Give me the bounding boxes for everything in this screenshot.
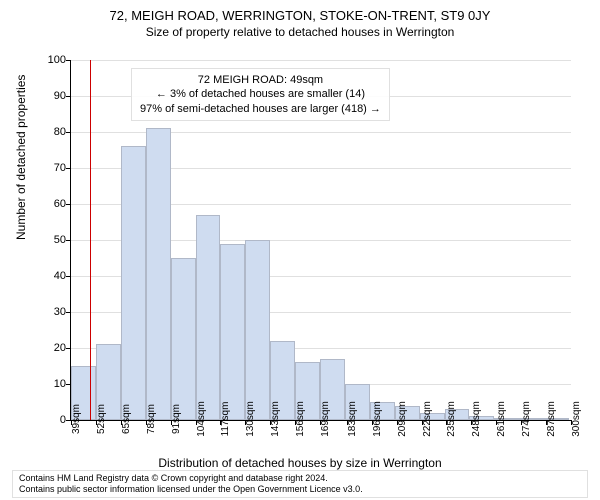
histogram-bar bbox=[245, 240, 270, 420]
ytick-label: 10 bbox=[36, 378, 66, 390]
reference-line bbox=[90, 60, 91, 420]
xtick-label: 52sqm bbox=[96, 404, 107, 434]
xtick-label: 91sqm bbox=[171, 404, 182, 434]
xtick-label: 183sqm bbox=[347, 401, 358, 437]
chart-title: 72, MEIGH ROAD, WERRINGTON, STOKE-ON-TRE… bbox=[0, 0, 600, 23]
chart-subtitle: Size of property relative to detached ho… bbox=[0, 23, 600, 39]
ytick-label: 40 bbox=[36, 270, 66, 282]
ytick-mark bbox=[66, 96, 71, 97]
xtick-label: 39sqm bbox=[71, 404, 82, 434]
ytick-label: 70 bbox=[36, 162, 66, 174]
ytick-label: 90 bbox=[36, 90, 66, 102]
histogram-bar bbox=[146, 128, 171, 420]
xtick-label: 130sqm bbox=[245, 401, 256, 437]
xtick-label: 156sqm bbox=[295, 401, 306, 437]
ytick-mark bbox=[66, 168, 71, 169]
xtick-label: 104sqm bbox=[196, 401, 207, 437]
xtick-label: 169sqm bbox=[320, 401, 331, 437]
xtick-label: 117sqm bbox=[220, 402, 231, 437]
annotation-line-2: ← 3% of detached houses are smaller (14) bbox=[140, 87, 381, 101]
histogram-bar bbox=[220, 244, 245, 420]
ytick-label: 100 bbox=[36, 54, 66, 66]
xtick-label: 300sqm bbox=[571, 401, 582, 437]
ytick-mark bbox=[66, 348, 71, 349]
ytick-mark bbox=[66, 276, 71, 277]
ytick-label: 60 bbox=[36, 198, 66, 210]
footer-line-2: Contains public sector information licen… bbox=[19, 484, 581, 495]
chart-container: 72, MEIGH ROAD, WERRINGTON, STOKE-ON-TRE… bbox=[0, 0, 600, 500]
annotation-box: 72 MEIGH ROAD: 49sqm ← 3% of detached ho… bbox=[131, 68, 390, 121]
histogram-bar bbox=[171, 258, 196, 420]
footer-box: Contains HM Land Registry data © Crown c… bbox=[12, 470, 588, 498]
xtick-label: 143sqm bbox=[270, 401, 281, 437]
annotation-line-3: 97% of semi-detached houses are larger (… bbox=[140, 102, 381, 116]
ytick-mark bbox=[66, 312, 71, 313]
xtick-label: 222sqm bbox=[422, 401, 433, 437]
ytick-label: 50 bbox=[36, 234, 66, 246]
ytick-label: 30 bbox=[36, 306, 66, 318]
annotation-line-1: 72 MEIGH ROAD: 49sqm bbox=[140, 73, 381, 87]
ytick-mark bbox=[66, 132, 71, 133]
xtick-label: 274sqm bbox=[521, 401, 532, 437]
ytick-label: 0 bbox=[36, 414, 66, 426]
ytick-label: 20 bbox=[36, 342, 66, 354]
histogram-bar bbox=[196, 215, 221, 420]
xtick-label: 235sqm bbox=[446, 401, 457, 437]
gridline bbox=[71, 60, 571, 61]
xtick-label: 78sqm bbox=[146, 404, 157, 434]
ytick-mark bbox=[66, 60, 71, 61]
plot-area: 010203040506070809010039sqm52sqm65sqm78s… bbox=[70, 60, 571, 421]
xtick-label: 261sqm bbox=[496, 401, 507, 437]
histogram-bar bbox=[121, 146, 146, 420]
xtick-label: 65sqm bbox=[121, 404, 132, 434]
ytick-mark bbox=[66, 240, 71, 241]
y-axis-label: Number of detached properties bbox=[14, 75, 28, 240]
xtick-label: 209sqm bbox=[397, 401, 408, 437]
xtick-label: 196sqm bbox=[372, 401, 383, 437]
xtick-label: 287sqm bbox=[546, 401, 557, 437]
ytick-label: 80 bbox=[36, 126, 66, 138]
ytick-mark bbox=[66, 204, 71, 205]
x-axis-label: Distribution of detached houses by size … bbox=[0, 456, 600, 470]
xtick-label: 248sqm bbox=[471, 401, 482, 437]
footer-line-1: Contains HM Land Registry data © Crown c… bbox=[19, 473, 581, 484]
